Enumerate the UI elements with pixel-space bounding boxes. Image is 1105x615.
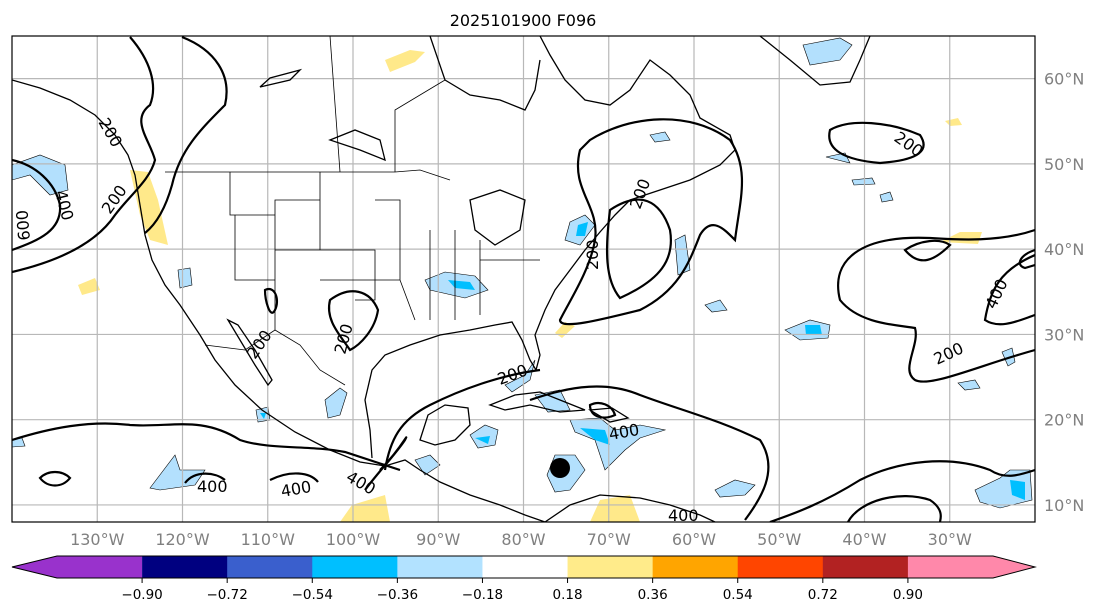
longitude-label: 30°W: [928, 530, 972, 549]
shaded-anomaly-areas: [12, 37, 1033, 522]
longitude-labels: 130°W 120°W 110°W 100°W 90°W 80°W 70°W 60°W 50°W…: [70, 530, 972, 549]
colorbar-extend-low: [12, 556, 143, 578]
colorbar-tick-label: −0.72: [206, 587, 247, 603]
colorbar-outline: [11, 555, 1037, 579]
contour-label: 200: [583, 239, 602, 270]
colorbar-segment: [652, 556, 739, 578]
contour-label: 600: [12, 209, 34, 241]
figure-title: 2025101900 F096: [450, 11, 597, 30]
colorbar-segment: [142, 556, 228, 578]
contour-label: 200: [98, 181, 131, 217]
contour-label: 400: [981, 276, 1011, 312]
contour-label: 400: [197, 477, 228, 496]
colorbar: −0.90 −0.72 −0.54 −0.36 −0.18 0.18 0.36 0.54 0.7…: [11, 555, 1037, 603]
longitude-label: 60°W: [672, 530, 716, 549]
colorbar-tick-label: −0.90: [121, 587, 162, 603]
colorbar-segment: [312, 556, 398, 578]
contour-label: 200: [931, 338, 967, 368]
contour-lines: [12, 36, 1035, 522]
colorbar-tick-label: −0.36: [377, 587, 418, 603]
colorbar-segment: [567, 556, 654, 578]
storm-center-marker: [550, 458, 570, 478]
contour-label: 200: [495, 360, 530, 388]
contour-label: 400: [279, 477, 312, 501]
longitude-label: 100°W: [326, 530, 381, 549]
longitude-label: 40°W: [842, 530, 886, 549]
colorbar-tick-label: 0.18: [553, 587, 583, 603]
longitude-label: 130°W: [70, 530, 125, 549]
colorbar-segment: [397, 556, 483, 578]
contour-label: 400: [51, 188, 77, 222]
contour-label: 200: [243, 326, 276, 362]
colorbar-tick-label: 0.54: [723, 587, 753, 603]
longitude-label: 110°W: [241, 530, 296, 549]
contour-label: 200: [626, 176, 654, 211]
colorbar-tick-label: 0.72: [808, 587, 838, 603]
latitude-label: 40°N: [1044, 240, 1084, 259]
longitude-label: 80°W: [501, 530, 545, 549]
latitude-label: 60°N: [1044, 70, 1084, 89]
contour-label: 400: [343, 467, 379, 499]
contour-labels: 200 400 600 200 400 400 400 200 200 200 …: [12, 115, 1011, 525]
colorbar-extend-high: [907, 556, 1035, 578]
colorbar-tick-label: −0.18: [462, 587, 503, 603]
colorbar-tick-label: 0.36: [638, 587, 668, 603]
latitude-label: 30°N: [1044, 325, 1084, 344]
map-frame: [11, 35, 1036, 523]
longitude-label: 50°W: [757, 530, 801, 549]
longitude-label: 90°W: [416, 530, 460, 549]
contour-label: 200: [891, 128, 927, 161]
latitude-label: 20°N: [1044, 411, 1084, 430]
colorbar-segment: [482, 556, 569, 578]
longitude-label: 70°W: [587, 530, 631, 549]
colorbar-segment: [227, 556, 313, 578]
longitude-label: 120°W: [155, 530, 210, 549]
political-borders: [165, 36, 540, 386]
latitude-label: 50°N: [1044, 155, 1084, 174]
colorbar-tick-label: 0.90: [893, 587, 923, 603]
map-panel: 200 400 600 200 400 400 400 200 200 200 …: [11, 35, 1036, 525]
latitude-label: 10°N: [1044, 496, 1084, 515]
gridlines: [12, 36, 1035, 522]
colorbar-segment: [822, 556, 909, 578]
colorbar-tick-label: −0.54: [292, 587, 333, 603]
colorbar-segment: [737, 556, 824, 578]
latitude-labels: 60°N 50°N 40°N 30°N 20°N 10°N: [1044, 70, 1084, 515]
contour-label: 400: [668, 506, 699, 525]
